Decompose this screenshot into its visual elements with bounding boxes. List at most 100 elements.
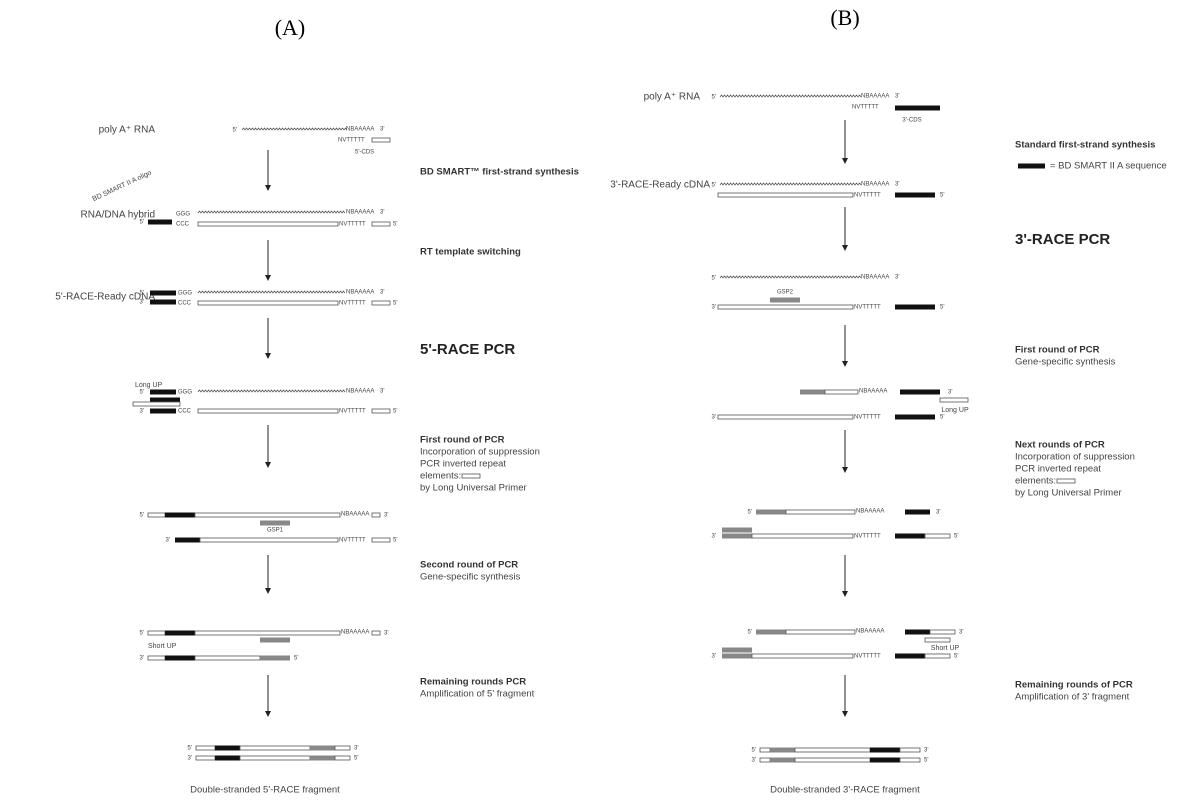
label: 3' [712,654,716,660]
label: 5' [752,748,756,754]
gsp-seq [310,746,335,751]
label: CCC [178,409,192,415]
rna-strand [720,183,861,185]
dna-strand [148,656,165,660]
dna-strand [372,538,390,542]
dna-strand [148,513,165,517]
label: Long UP [941,407,969,414]
label: 3' [384,513,388,519]
label: 5' [393,301,397,307]
label: 5' [393,222,397,228]
label: RT template switching [420,247,521,258]
label: NBAAAAA [859,389,887,395]
smart-seq [870,758,900,763]
dna-strand [760,758,770,762]
dna-strand [200,538,338,542]
gsp-seq [722,534,752,539]
label: Amplification of 5' fragment [420,689,535,700]
label: by Long Universal Primer [420,483,527,494]
label: NBAAAAA [346,210,374,216]
rna-strand [198,291,345,293]
label: 3' [712,415,716,421]
label: GGG [178,390,192,396]
label: elements: [420,471,461,482]
label: 3' [354,746,358,752]
dna-strand [752,534,853,538]
smart-seq [895,193,935,198]
diagram: (A)poly A⁺ RNARNA/DNA hybrid5'-RACE-Read… [0,0,1192,801]
label: NVTTTTT [854,654,881,660]
gsp-seq [770,298,800,303]
rna-strand [720,95,861,97]
label: Gene-specific synthesis [1015,357,1116,368]
label: 5' [954,654,958,660]
label: 3' [895,94,899,100]
label: Incorporation of suppression [420,447,540,458]
smart-seq [165,631,195,636]
label: 5' [233,128,237,134]
label: 5' [393,409,397,415]
label: 5' [748,630,752,636]
label: 3' [924,748,928,754]
label: 5' [712,276,716,282]
rna-strand [198,211,345,213]
dna-strand [925,638,950,642]
smart-seq [895,415,935,420]
smart-seq [215,746,240,751]
label: Remaining rounds PCR [420,677,526,688]
label: 5' [354,756,358,762]
label: 3'-RACE PCR [1015,231,1110,248]
label: NVTTTTT [338,138,365,144]
label: 3'-RACE-Ready cDNA [610,180,710,191]
dna-strand [372,222,390,226]
label: 5' [924,758,928,764]
label: 5'-RACE PCR [420,341,515,358]
label: NVTTTTT [339,538,366,544]
label: poly A⁺ RNA [99,125,156,136]
dna-strand [196,746,215,750]
label: 5'-CDS [355,150,374,156]
smart-seq [895,654,925,659]
label: PCR inverted repeat [1015,464,1101,475]
label: NVTTTTT [339,301,366,307]
label: 3' [712,534,716,540]
gsp-seq [770,758,795,763]
label: 5' [294,656,298,662]
label: 3' [959,630,963,636]
label: GGG [178,291,192,297]
label: 3' [380,210,384,216]
gsp-seq [800,390,825,395]
label: CCC [178,301,192,307]
dna-strand [718,193,853,197]
smart-seq [175,538,200,543]
label: NVTTTTT [852,105,879,111]
gsp-seq [310,756,335,761]
label: Incorporation of suppression [1015,452,1135,463]
label: by Long Universal Primer [1015,488,1122,499]
label: 3' [895,275,899,281]
label: 5' [712,95,716,101]
label: 5' [140,390,144,396]
smart-seq [895,106,940,111]
label: 5' [393,538,397,544]
smart-seq [165,656,195,661]
dna-strand [372,409,390,413]
label: 5' [140,291,144,297]
rna-strand [720,276,861,278]
label: GSP1 [267,528,284,534]
label: NBAAAAA [861,182,889,188]
label: 5' [140,631,144,637]
dna-strand [795,748,870,752]
smart-seq [150,409,176,414]
dna-strand [195,513,340,517]
dna-strand [718,415,853,419]
dna-strand [240,746,310,750]
label: 5' [940,415,944,421]
dna-strand [462,474,480,478]
label: NVTTTTT [854,534,881,540]
label: NBAAAAA [346,127,374,133]
label: NBAAAAA [346,290,374,296]
rna-strand [242,128,347,130]
gsp-seq [770,748,795,753]
dna-strand [372,138,390,142]
